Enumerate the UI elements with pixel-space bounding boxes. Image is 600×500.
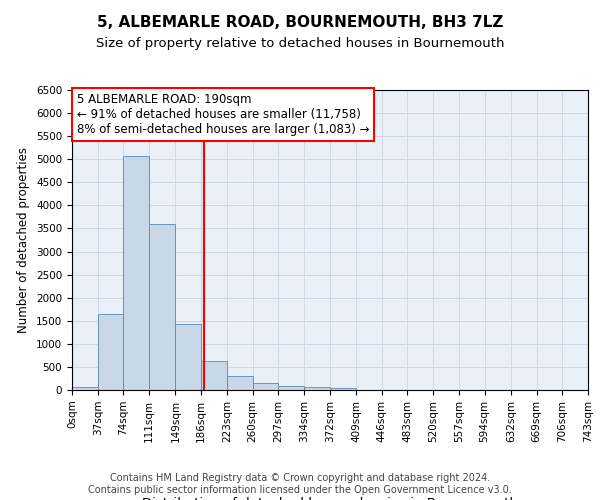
Text: 5 ALBEMARLE ROAD: 190sqm
← 91% of detached houses are smaller (11,758)
8% of sem: 5 ALBEMARLE ROAD: 190sqm ← 91% of detach… xyxy=(77,93,370,136)
Bar xyxy=(72,387,98,390)
Bar xyxy=(98,314,124,390)
Bar xyxy=(304,388,331,390)
Text: Contains HM Land Registry data © Crown copyright and database right 2024.
Contai: Contains HM Land Registry data © Crown c… xyxy=(88,474,512,495)
Bar xyxy=(124,156,149,390)
Bar xyxy=(227,376,253,390)
X-axis label: Distribution of detached houses by size in Bournemouth: Distribution of detached houses by size … xyxy=(142,498,518,500)
Bar xyxy=(278,386,304,390)
Text: 5, ALBEMARLE ROAD, BOURNEMOUTH, BH3 7LZ: 5, ALBEMARLE ROAD, BOURNEMOUTH, BH3 7LZ xyxy=(97,15,503,30)
Bar xyxy=(201,362,227,390)
Text: Size of property relative to detached houses in Bournemouth: Size of property relative to detached ho… xyxy=(96,38,504,51)
Bar xyxy=(175,324,201,390)
Bar xyxy=(149,224,175,390)
Bar xyxy=(331,388,356,390)
Bar xyxy=(253,383,278,390)
Y-axis label: Number of detached properties: Number of detached properties xyxy=(17,147,31,333)
